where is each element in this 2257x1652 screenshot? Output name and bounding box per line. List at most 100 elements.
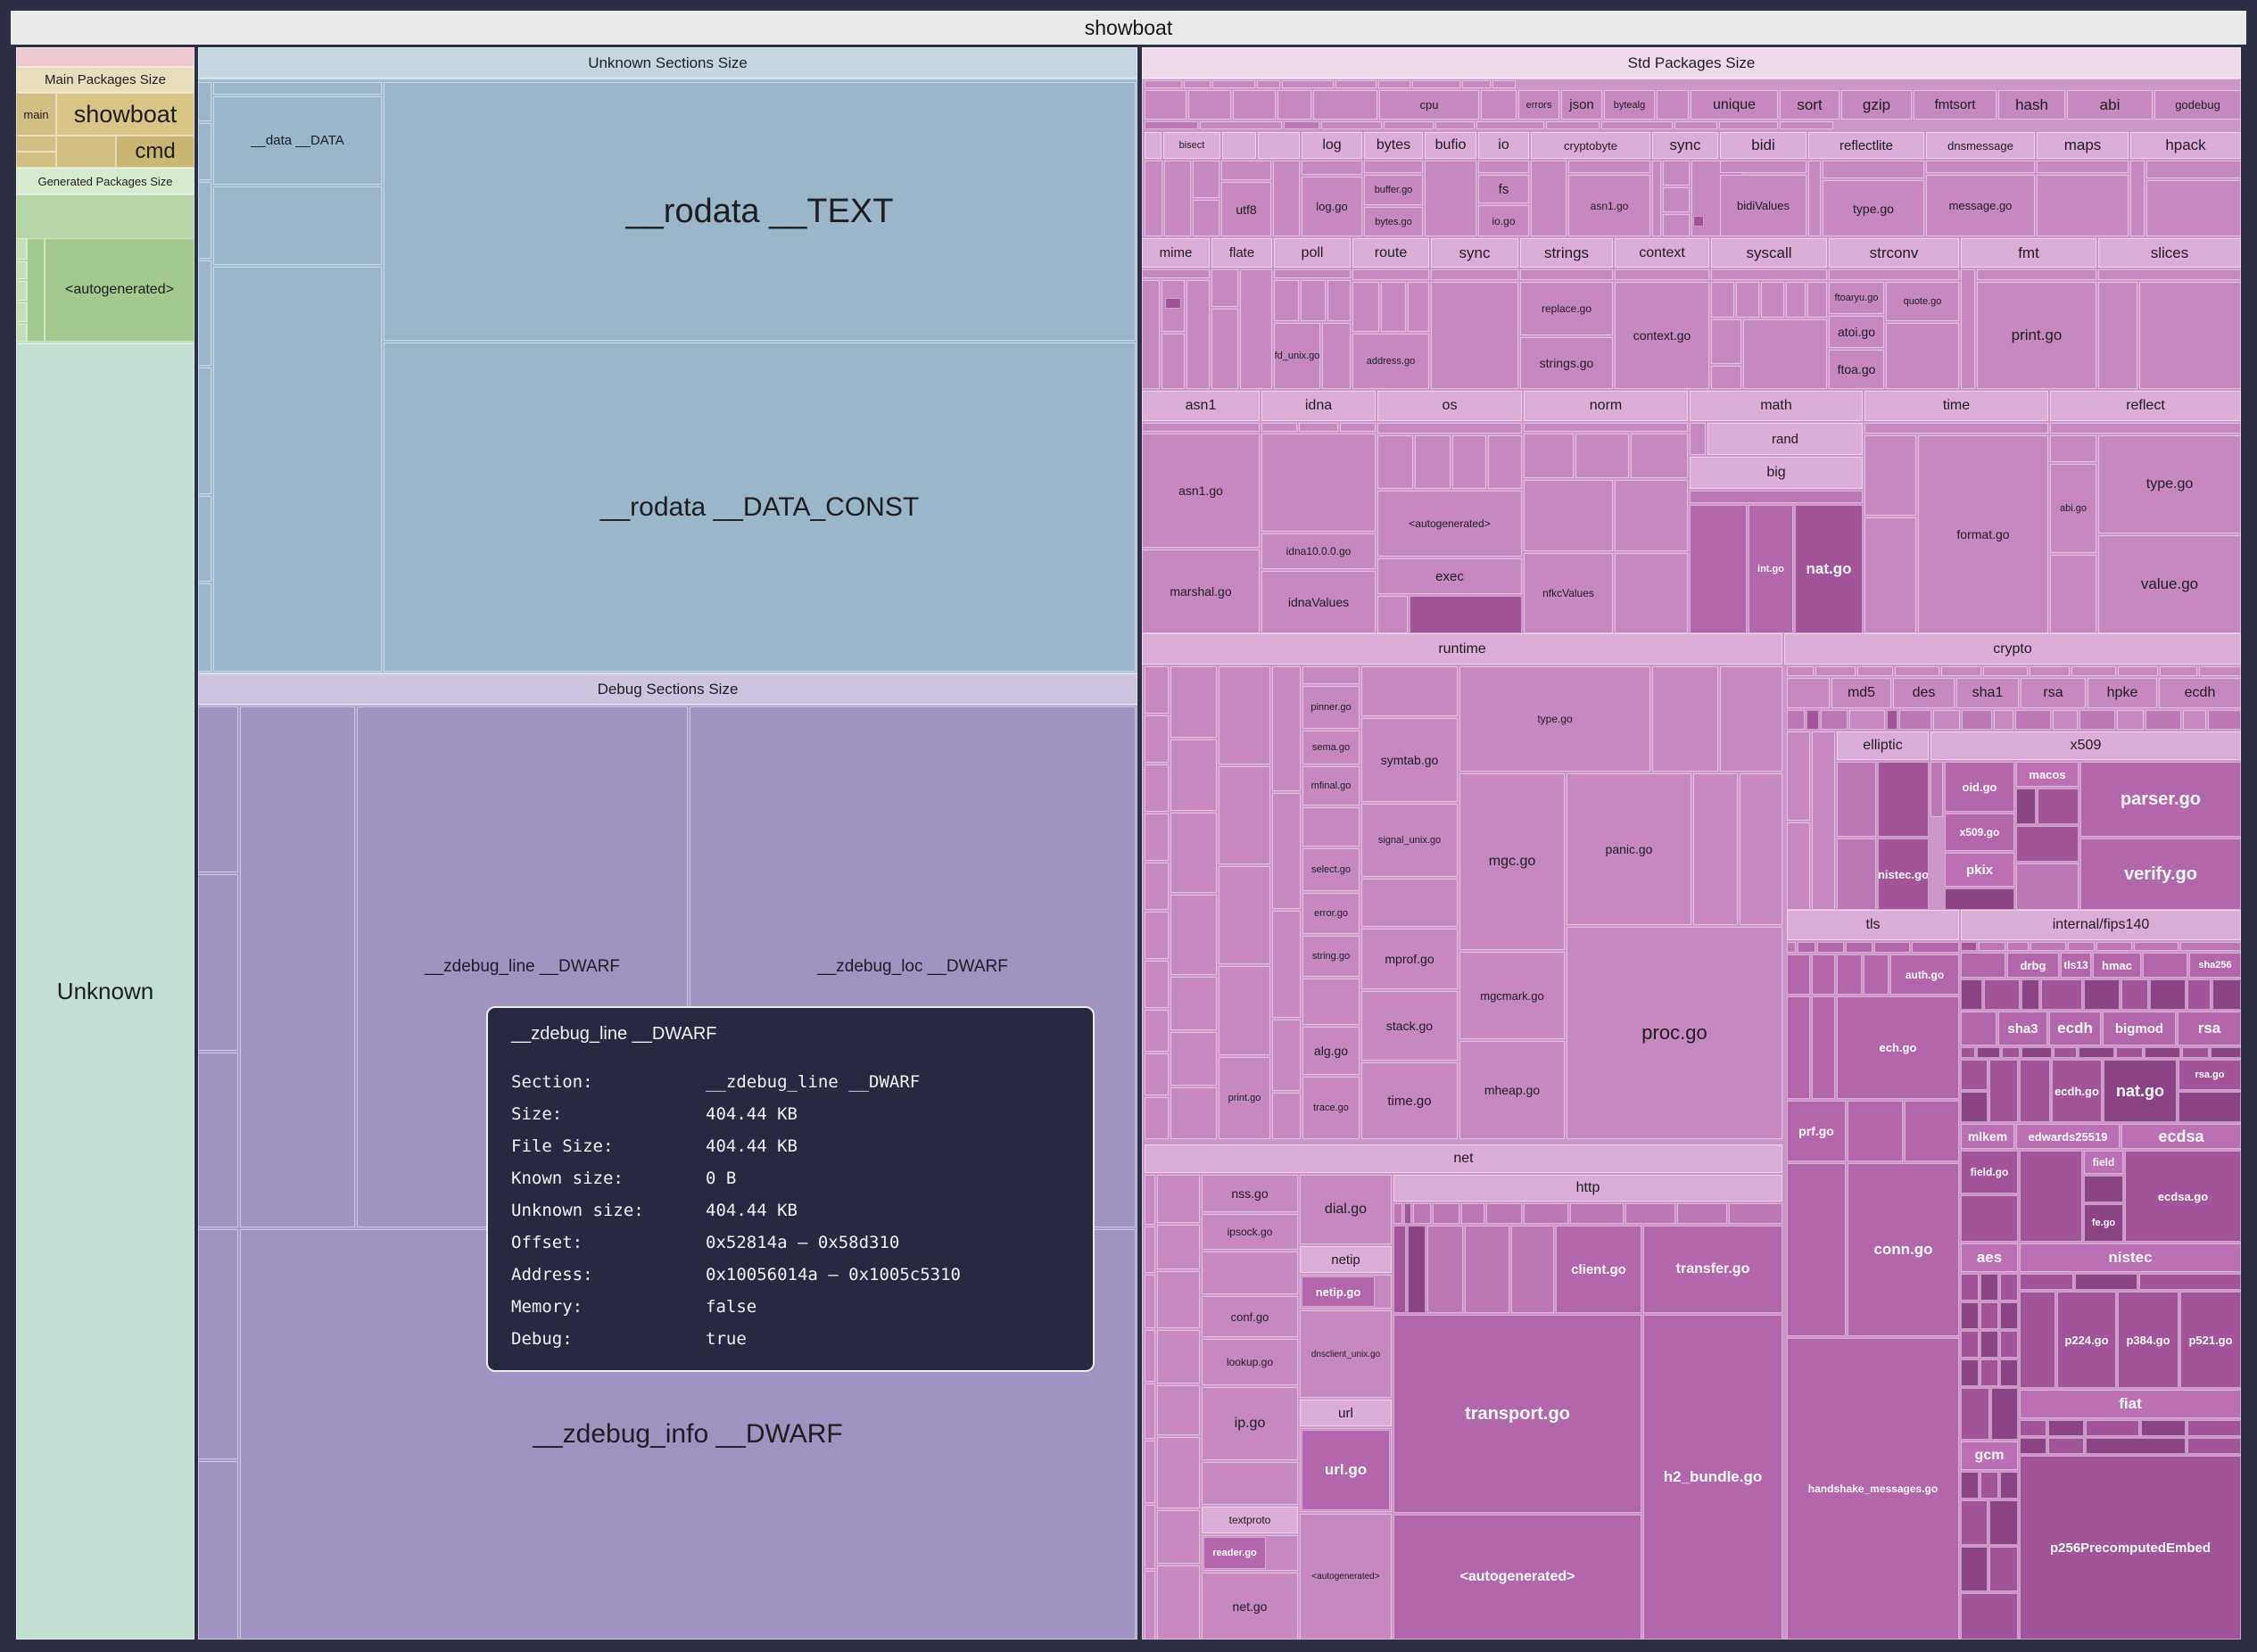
treemap-cell[interactable] xyxy=(1461,1203,1484,1224)
treemap-cell[interactable] xyxy=(1170,666,1217,738)
cell-tls[interactable]: tls xyxy=(1787,910,1959,940)
treemap-cell[interactable] xyxy=(1961,1331,1979,1358)
treemap-cell[interactable] xyxy=(1193,161,1219,198)
treemap-cell[interactable] xyxy=(213,82,382,95)
treemap-cell[interactable] xyxy=(2050,423,2241,434)
treemap-cell[interactable] xyxy=(2015,710,2051,730)
treemap-cell[interactable] xyxy=(2037,175,2129,236)
cell-rsa[interactable]: rsa xyxy=(2021,678,2086,708)
treemap-cell[interactable] xyxy=(1895,666,1939,676)
treemap-cell[interactable] xyxy=(1977,1047,2000,1058)
treemap-cell[interactable] xyxy=(1486,1203,1522,1224)
cell-ip-go[interactable]: ip.go xyxy=(1202,1387,1298,1460)
treemap-cell[interactable] xyxy=(1941,666,1981,676)
cell-type-go[interactable]: type.go xyxy=(1823,180,1924,236)
cell-utf8[interactable]: utf8 xyxy=(1221,182,1271,236)
cell-autogenerated[interactable]: <autogenerated> xyxy=(1300,1514,1392,1640)
cell-macos[interactable]: macos xyxy=(2016,762,2079,787)
treemap-cell[interactable] xyxy=(1837,762,1876,837)
treemap-cell[interactable] xyxy=(1157,1437,1200,1508)
treemap-cell[interactable] xyxy=(1786,282,1806,318)
treemap-cell[interactable] xyxy=(56,136,116,168)
cell-reflectlite[interactable]: reflectlite xyxy=(1808,132,1924,159)
treemap-cell[interactable] xyxy=(2182,1047,2209,1058)
treemap-cell[interactable] xyxy=(1465,1226,1509,1313)
treemap-cell[interactable] xyxy=(1846,942,1873,953)
treemap-cell[interactable] xyxy=(2020,1151,2082,1242)
treemap-cell[interactable] xyxy=(1145,814,1169,861)
treemap-cell[interactable] xyxy=(2096,942,2132,951)
cell-transfer-go[interactable]: transfer.go xyxy=(1643,1226,1782,1313)
cell-client-go[interactable]: client.go xyxy=(1556,1226,1641,1313)
treemap-cell[interactable] xyxy=(1690,423,1706,455)
cell-context[interactable]: context xyxy=(1615,238,1709,268)
treemap-cell[interactable] xyxy=(1693,216,1704,227)
cell-sha3[interactable]: sha3 xyxy=(1998,1012,2047,1045)
treemap-cell[interactable] xyxy=(2000,1472,2018,1499)
treemap-cell[interactable] xyxy=(2030,666,2070,676)
treemap-cell[interactable] xyxy=(2116,1047,2143,1058)
treemap-cell[interactable] xyxy=(2118,666,2158,676)
treemap-cell[interactable] xyxy=(2071,666,2116,676)
treemap-cell[interactable] xyxy=(1408,282,1429,332)
treemap-cell[interactable] xyxy=(1145,1571,1155,1640)
treemap-cell[interactable] xyxy=(2000,1359,2018,1386)
treemap-cell[interactable] xyxy=(1142,269,1210,278)
cell-print-go[interactable]: print.go xyxy=(1219,1057,1270,1139)
treemap-cell[interactable] xyxy=(198,583,211,672)
cell-nistec[interactable]: nistec xyxy=(2020,1243,2241,1272)
treemap-cell[interactable] xyxy=(2016,826,2079,862)
treemap-cell[interactable] xyxy=(1761,282,1784,318)
cell-math[interactable]: math xyxy=(1690,391,1863,421)
treemap-cell[interactable] xyxy=(2068,942,2095,951)
treemap-cell[interactable] xyxy=(16,47,194,67)
cell-lookup-go[interactable]: lookup.go xyxy=(1202,1339,1298,1385)
treemap-cell[interactable] xyxy=(1302,979,1360,1025)
cell-abi[interactable]: abi xyxy=(2067,90,2153,120)
treemap-cell[interactable] xyxy=(1404,1203,1411,1224)
cell-io[interactable]: io xyxy=(1478,132,1529,159)
cell-rsa[interactable]: rsa xyxy=(2178,1012,2241,1045)
cell-os[interactable]: os xyxy=(1377,391,1522,421)
treemap-cell[interactable] xyxy=(2048,1420,2084,1436)
treemap-cell[interactable] xyxy=(1808,161,1821,236)
treemap-cell[interactable] xyxy=(1145,1097,1169,1139)
cell-strings[interactable]: strings xyxy=(1520,238,1613,268)
treemap-cell[interactable] xyxy=(2037,161,2129,173)
cell-fd-unix-go[interactable]: fd_unix.go xyxy=(1274,323,1320,389)
treemap-cell[interactable] xyxy=(1240,269,1272,389)
treemap-cell[interactable] xyxy=(213,186,382,265)
cell-main[interactable]: main xyxy=(16,93,56,136)
treemap-cell[interactable] xyxy=(2020,1292,2055,1388)
treemap-cell[interactable] xyxy=(1186,280,1210,389)
treemap-cell[interactable] xyxy=(1481,90,1517,120)
treemap-cell[interactable] xyxy=(1652,666,1718,772)
cell-rsa-go[interactable]: rsa.go xyxy=(2178,1060,2241,1090)
treemap-cell[interactable] xyxy=(2050,555,2096,633)
treemap-cell[interactable] xyxy=(2199,666,2241,676)
cell-p256precomputedembed[interactable]: p256PrecomputedEmbed xyxy=(2020,1456,2241,1640)
cell-ecdh-go[interactable]: ecdh.go xyxy=(2052,1060,2102,1122)
treemap-cell[interactable] xyxy=(2146,180,2241,236)
treemap-cell[interactable] xyxy=(1719,121,1778,129)
treemap-cell[interactable] xyxy=(1145,912,1169,959)
cell-panic-go[interactable]: panic.go xyxy=(1567,773,1691,925)
treemap-cell[interactable] xyxy=(1488,435,1522,489)
treemap-cell[interactable] xyxy=(16,261,27,279)
cell-main-packages-size[interactable]: Main Packages Size xyxy=(16,67,194,93)
treemap-cell[interactable] xyxy=(1257,80,1280,88)
treemap-cell[interactable] xyxy=(1961,1047,1975,1058)
treemap-cell[interactable] xyxy=(1874,942,1910,953)
treemap-cell[interactable] xyxy=(2130,161,2145,236)
treemap-cell[interactable] xyxy=(1142,423,1260,432)
treemap-cell[interactable] xyxy=(1145,161,1162,236)
cell-syscall[interactable]: syscall xyxy=(1711,238,1827,268)
cell-idna10-0-0-go[interactable]: idna10.0.0.go xyxy=(1261,533,1376,569)
cell-mime[interactable]: mime xyxy=(1142,238,1210,268)
treemap-cell[interactable] xyxy=(1435,121,1475,129)
cell-p384-go[interactable]: p384.go xyxy=(2118,1292,2178,1388)
treemap-cell[interactable] xyxy=(1980,1359,1998,1386)
cell-flate[interactable]: flate xyxy=(1211,238,1272,268)
cell-crypto[interactable]: crypto xyxy=(1784,633,2241,665)
cell-bytes[interactable]: bytes xyxy=(1364,132,1423,159)
